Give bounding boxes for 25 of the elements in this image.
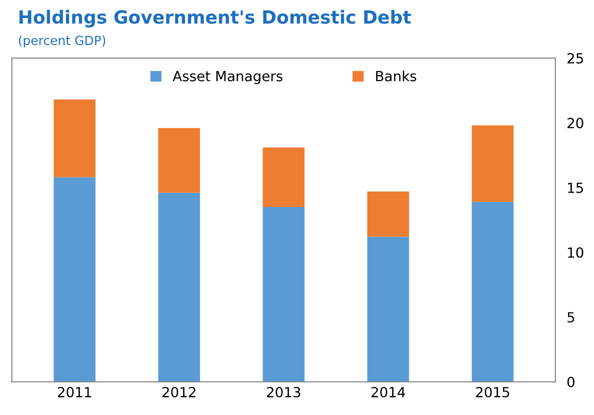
x-tick-label: 2013	[266, 386, 300, 398]
y-tick-label: 10	[568, 247, 584, 258]
legend-label: Banks	[376, 70, 416, 82]
bar	[262, 147, 305, 207]
bar	[472, 202, 514, 382]
y-tick-label: 5	[568, 312, 574, 323]
bar	[472, 125, 514, 202]
chart-title: Holdings Government's Domestic Debt	[19, 10, 411, 28]
y-tick-label: 15	[568, 182, 583, 194]
bar	[54, 177, 96, 382]
bar	[262, 207, 305, 382]
x-tick-label: 2014	[372, 386, 406, 398]
x-tick-label: 2012	[162, 386, 196, 398]
y-tick-label: 25	[568, 53, 583, 64]
legend-label: Asset Managers	[172, 71, 282, 84]
bar	[367, 236, 410, 382]
x-tick-label: 2011	[58, 386, 91, 398]
chart-subtitle: (percent GDP)	[18, 35, 106, 48]
bar	[54, 100, 96, 178]
x-tick-label: 2015	[476, 386, 510, 398]
y-tick-label: 20	[568, 118, 584, 128]
bar	[158, 128, 200, 193]
bar	[158, 192, 200, 382]
bar	[367, 191, 410, 237]
y-tick-label: 0	[567, 376, 574, 388]
